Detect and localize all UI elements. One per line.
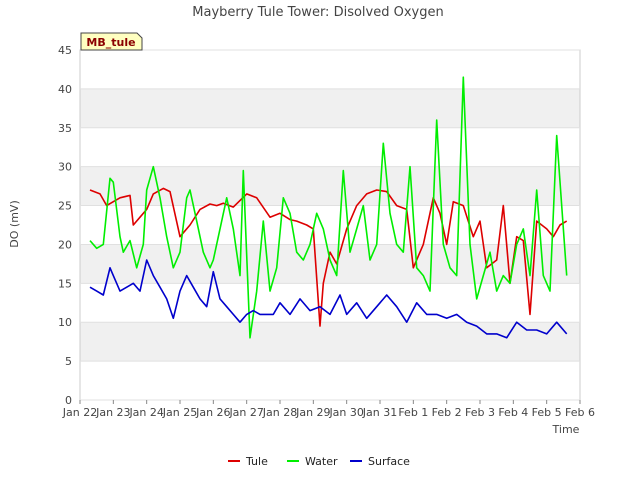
series-line-tule bbox=[89, 187, 568, 327]
legend-label-surface: Surface bbox=[368, 455, 410, 468]
y-tick-label: 5 bbox=[65, 355, 72, 368]
y-axis: 0 5 10 15 20 25 30 35 40 45 bbox=[58, 44, 580, 407]
x-tick-label: Feb 6 bbox=[565, 406, 595, 419]
site-badge-label: MB_tule bbox=[86, 36, 135, 49]
x-tick-label: Feb 5 bbox=[532, 406, 562, 419]
series-lines bbox=[89, 76, 568, 339]
x-tick-label: Jan 26 bbox=[195, 406, 230, 419]
site-badge: MB_tule bbox=[80, 32, 143, 51]
x-tick-label: Feb 1 bbox=[398, 406, 428, 419]
y-tick-label: 20 bbox=[58, 238, 72, 251]
x-tick-label: Jan 23 bbox=[95, 406, 130, 419]
x-tick-label: Jan 27 bbox=[228, 406, 263, 419]
legend-label-tule: Tule bbox=[245, 455, 268, 468]
y-tick-label: 30 bbox=[58, 161, 72, 174]
y-tick-label: 0 bbox=[65, 394, 72, 407]
y-tick-label: 15 bbox=[58, 277, 72, 290]
y-tick-label: 35 bbox=[58, 122, 72, 135]
x-axis-title: Time bbox=[552, 423, 580, 436]
legend-label-water: Water bbox=[305, 455, 338, 468]
y-tick-label: 40 bbox=[58, 83, 72, 96]
y-tick-label: 25 bbox=[58, 200, 72, 213]
series-line-water bbox=[89, 76, 568, 339]
y-tick-label: 10 bbox=[58, 316, 72, 329]
y-axis-title: DO (mV) bbox=[8, 200, 21, 247]
x-tick-label: Jan 24 bbox=[128, 406, 163, 419]
band-35 bbox=[80, 88, 580, 128]
chart-title: Mayberry Tule Tower: Disolved Oxygen bbox=[192, 5, 443, 20]
x-tick-label: Jan 25 bbox=[162, 406, 197, 419]
site-badge-box bbox=[80, 32, 143, 51]
x-tick-label: Jan 30 bbox=[328, 406, 363, 419]
x-tick-label: Jan 22 bbox=[62, 406, 97, 419]
plot-background-bands bbox=[80, 50, 580, 400]
x-tick-label: Jan 29 bbox=[295, 406, 330, 419]
x-tick-label: Feb 2 bbox=[432, 406, 462, 419]
band-15 bbox=[80, 244, 580, 284]
band-25 bbox=[80, 166, 580, 206]
x-tick-label: Jan 31 bbox=[362, 406, 397, 419]
x-tick-label: Jan 28 bbox=[262, 406, 297, 419]
legend: Tule Water Surface bbox=[228, 455, 410, 468]
y-tick-label: 45 bbox=[58, 44, 72, 57]
x-tick-label: Feb 4 bbox=[498, 406, 528, 419]
x-tick-label: Feb 3 bbox=[465, 406, 495, 419]
band-5 bbox=[80, 322, 580, 362]
series-line-surface bbox=[89, 259, 568, 339]
